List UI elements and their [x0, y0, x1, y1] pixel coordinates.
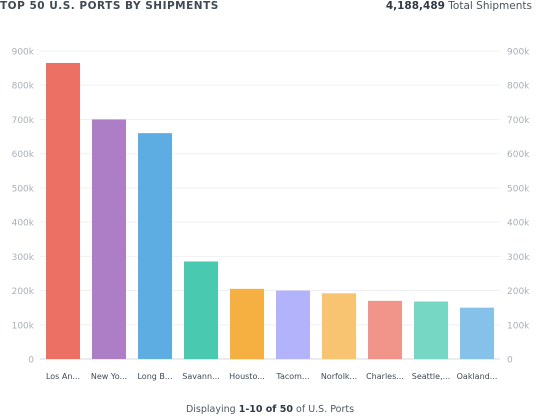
- x-tick-label: Housto...: [229, 372, 265, 381]
- pagination-prefix: Displaying: [185, 404, 236, 415]
- bar[interactable]: [138, 133, 172, 359]
- y-tick-label-left: 0: [28, 356, 34, 366]
- x-tick-label: Tacom...: [275, 372, 309, 381]
- bar[interactable]: [460, 307, 494, 359]
- x-tick-label: Oakland...: [457, 372, 498, 381]
- bar[interactable]: [322, 293, 356, 359]
- bar[interactable]: [414, 301, 448, 359]
- x-axis: Los An... New Yo... Long B... Savann... Hous…: [46, 372, 497, 381]
- y-tick-label-left: 700k: [12, 116, 35, 126]
- y-tick-label-right: 300k: [507, 253, 530, 263]
- bar[interactable]: [276, 290, 310, 359]
- y-tick-label-left: 200k: [12, 287, 35, 297]
- x-tick-label: Norfolk...: [321, 372, 357, 381]
- y-tick-label-right: 700k: [507, 116, 530, 126]
- y-tick-label-right: 600k: [507, 150, 530, 160]
- y-tick-label-left: 900k: [12, 48, 35, 58]
- x-tick-label: Long B...: [137, 372, 172, 381]
- y-tick-label-left: 600k: [12, 150, 35, 160]
- y-tick-label-right: 0: [507, 356, 513, 366]
- y-tick-label-left: 800k: [12, 82, 35, 92]
- pagination-range: 1-10 of 50: [238, 404, 293, 415]
- chart-header: TOP 50 U.S. PORTS BY SHIPMENTS 4,188,489…: [0, 0, 540, 22]
- bar[interactable]: [46, 62, 80, 359]
- bar[interactable]: [92, 119, 126, 359]
- y-tick-label-right: 500k: [507, 184, 530, 194]
- x-tick-label: Seattle,...: [412, 372, 451, 381]
- y-axis-left: 0 100k 200k 300k 400k 500k 600k 700k 800k 900k: [12, 48, 35, 366]
- y-tick-label-right: 100k: [507, 321, 530, 331]
- pagination-status: Displaying 1-10 of 50 of U.S. Ports: [0, 404, 540, 415]
- bar[interactable]: [368, 300, 402, 359]
- y-tick-label-left: 300k: [12, 253, 35, 263]
- pagination-suffix: of U.S. Ports: [296, 404, 355, 415]
- x-tick-label: Charles...: [366, 372, 404, 381]
- y-tick-label-left: 100k: [12, 321, 35, 331]
- bars: [46, 62, 494, 359]
- x-tick-label: Savann...: [182, 372, 219, 381]
- total-shipments-label: Total Shipments: [448, 0, 532, 12]
- bar[interactable]: [230, 288, 264, 359]
- chart-title: TOP 50 U.S. PORTS BY SHIPMENTS: [0, 0, 219, 12]
- y-tick-label-right: 200k: [507, 287, 530, 297]
- y-tick-label-left: 500k: [12, 184, 35, 194]
- y-tick-label-right: 900k: [507, 48, 530, 58]
- x-tick-label: Los An...: [46, 372, 80, 381]
- y-tick-label-left: 400k: [12, 219, 35, 229]
- total-shipments-value: 4,188,489: [385, 0, 445, 12]
- bar[interactable]: [184, 261, 218, 359]
- y-axis-right: 0 100k 200k 300k 400k 500k 600k 700k 800k 900k: [507, 48, 530, 366]
- x-tick-label: New Yo...: [91, 372, 127, 381]
- y-tick-label-right: 800k: [507, 82, 530, 92]
- y-tick-label-right: 400k: [507, 219, 530, 229]
- total-shipments: 4,188,489 Total Shipments: [386, 0, 532, 12]
